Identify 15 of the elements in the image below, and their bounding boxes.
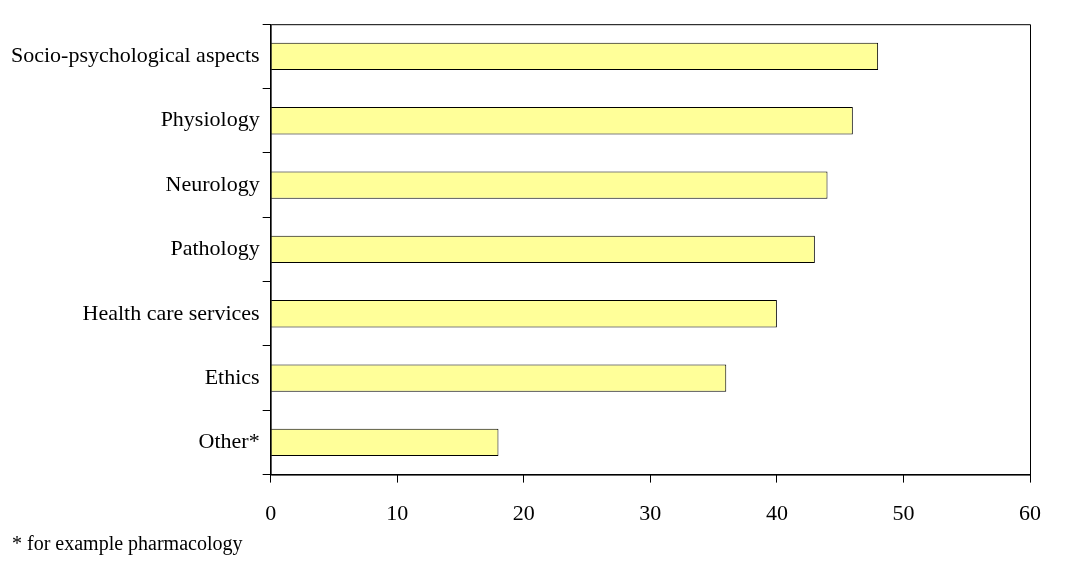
y-tick-label: Ethics <box>204 363 260 389</box>
x-tick-label: 50 <box>892 499 915 525</box>
x-tick-label: 60 <box>1019 499 1041 525</box>
y-tick-label: Physiology <box>160 106 260 132</box>
text: * for example pharmacology <box>12 532 243 556</box>
y-tick-label: Neurology <box>165 170 260 196</box>
x-tick-label: 20 <box>512 499 535 525</box>
x-tick-label: 40 <box>765 499 788 525</box>
x-tick-label: 30 <box>639 499 662 525</box>
y-tick-label: Pathology <box>170 235 260 261</box>
x-tick-label: 10 <box>386 499 409 525</box>
y-tick-label: Health care services <box>82 299 260 325</box>
y-tick-label: Other* <box>198 428 260 454</box>
x-tick-label: 0 <box>265 499 277 525</box>
y-tick-label: Socio-psychological aspects <box>10 42 260 68</box>
